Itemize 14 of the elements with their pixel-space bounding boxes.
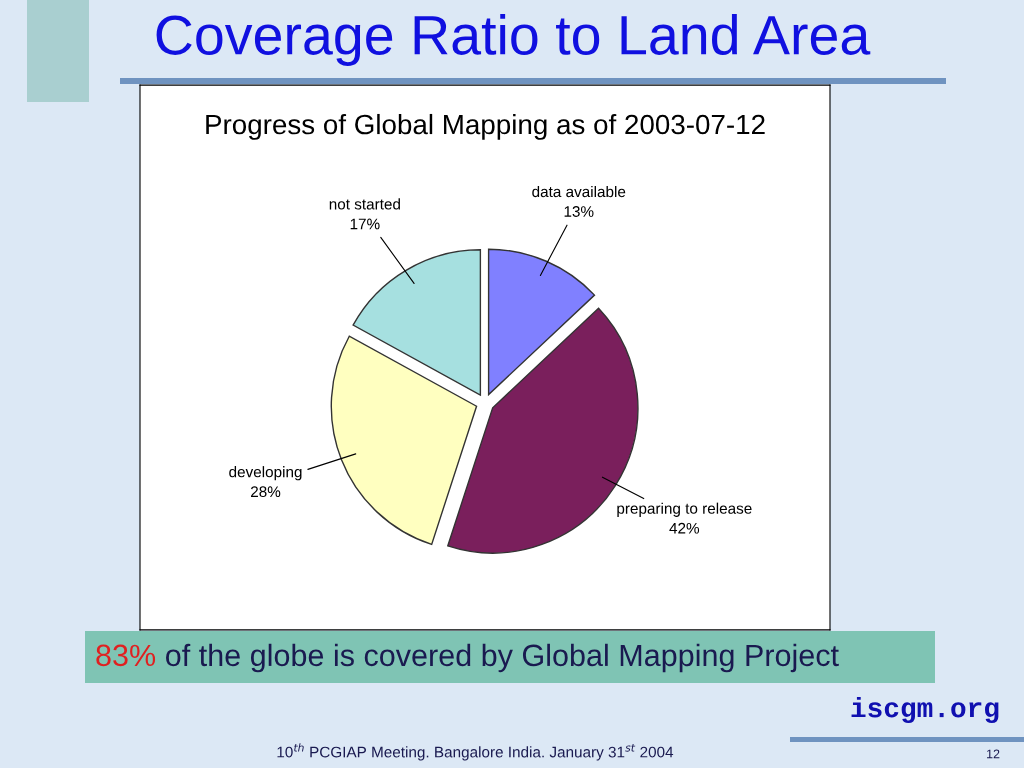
slice-label: data available (532, 185, 626, 198)
data-label: 42% (669, 522, 700, 534)
slice-label: not started (329, 198, 400, 210)
data-label: 28% (251, 486, 281, 498)
data-label: 13% (564, 206, 594, 217)
chart-title: Coverage Ratio to Land Area (156, 14, 871, 66)
text: 10$^{th}$ PCGIAP Meeting. Bangalore India. January 31$^{st}$ 2004 (277, 743, 674, 761)
text: 83% of the globe is covered by Global Mapping Project (96, 643, 839, 673)
text: iscgm.org (851, 696, 999, 724)
slice-label: developing (229, 466, 302, 481)
text: 12 (987, 749, 1000, 759)
data-label: 17% (350, 218, 380, 230)
slice-label: preparing to release (617, 502, 752, 517)
chart-subtitle: Progress of Global Mapping as of 2003-07-12 (206, 113, 765, 140)
